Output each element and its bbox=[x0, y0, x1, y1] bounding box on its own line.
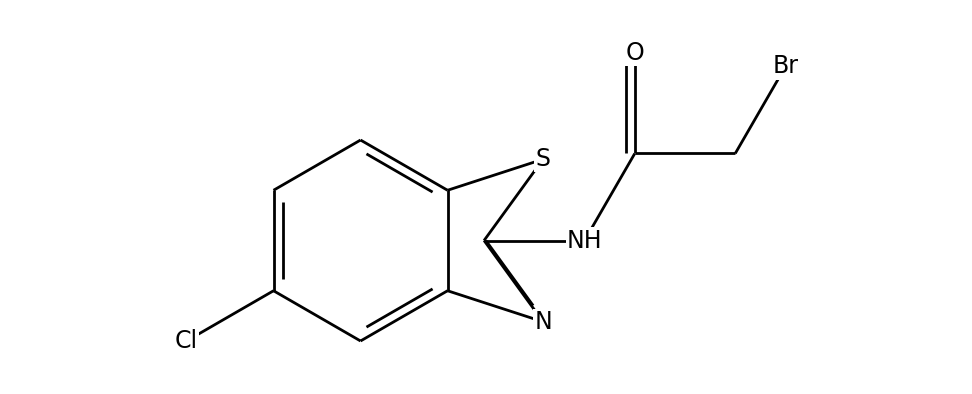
Text: N: N bbox=[535, 310, 552, 334]
Text: Br: Br bbox=[773, 54, 798, 78]
Text: O: O bbox=[625, 41, 644, 65]
Text: NH: NH bbox=[567, 229, 603, 253]
Text: Cl: Cl bbox=[175, 329, 198, 353]
Text: S: S bbox=[536, 147, 550, 171]
